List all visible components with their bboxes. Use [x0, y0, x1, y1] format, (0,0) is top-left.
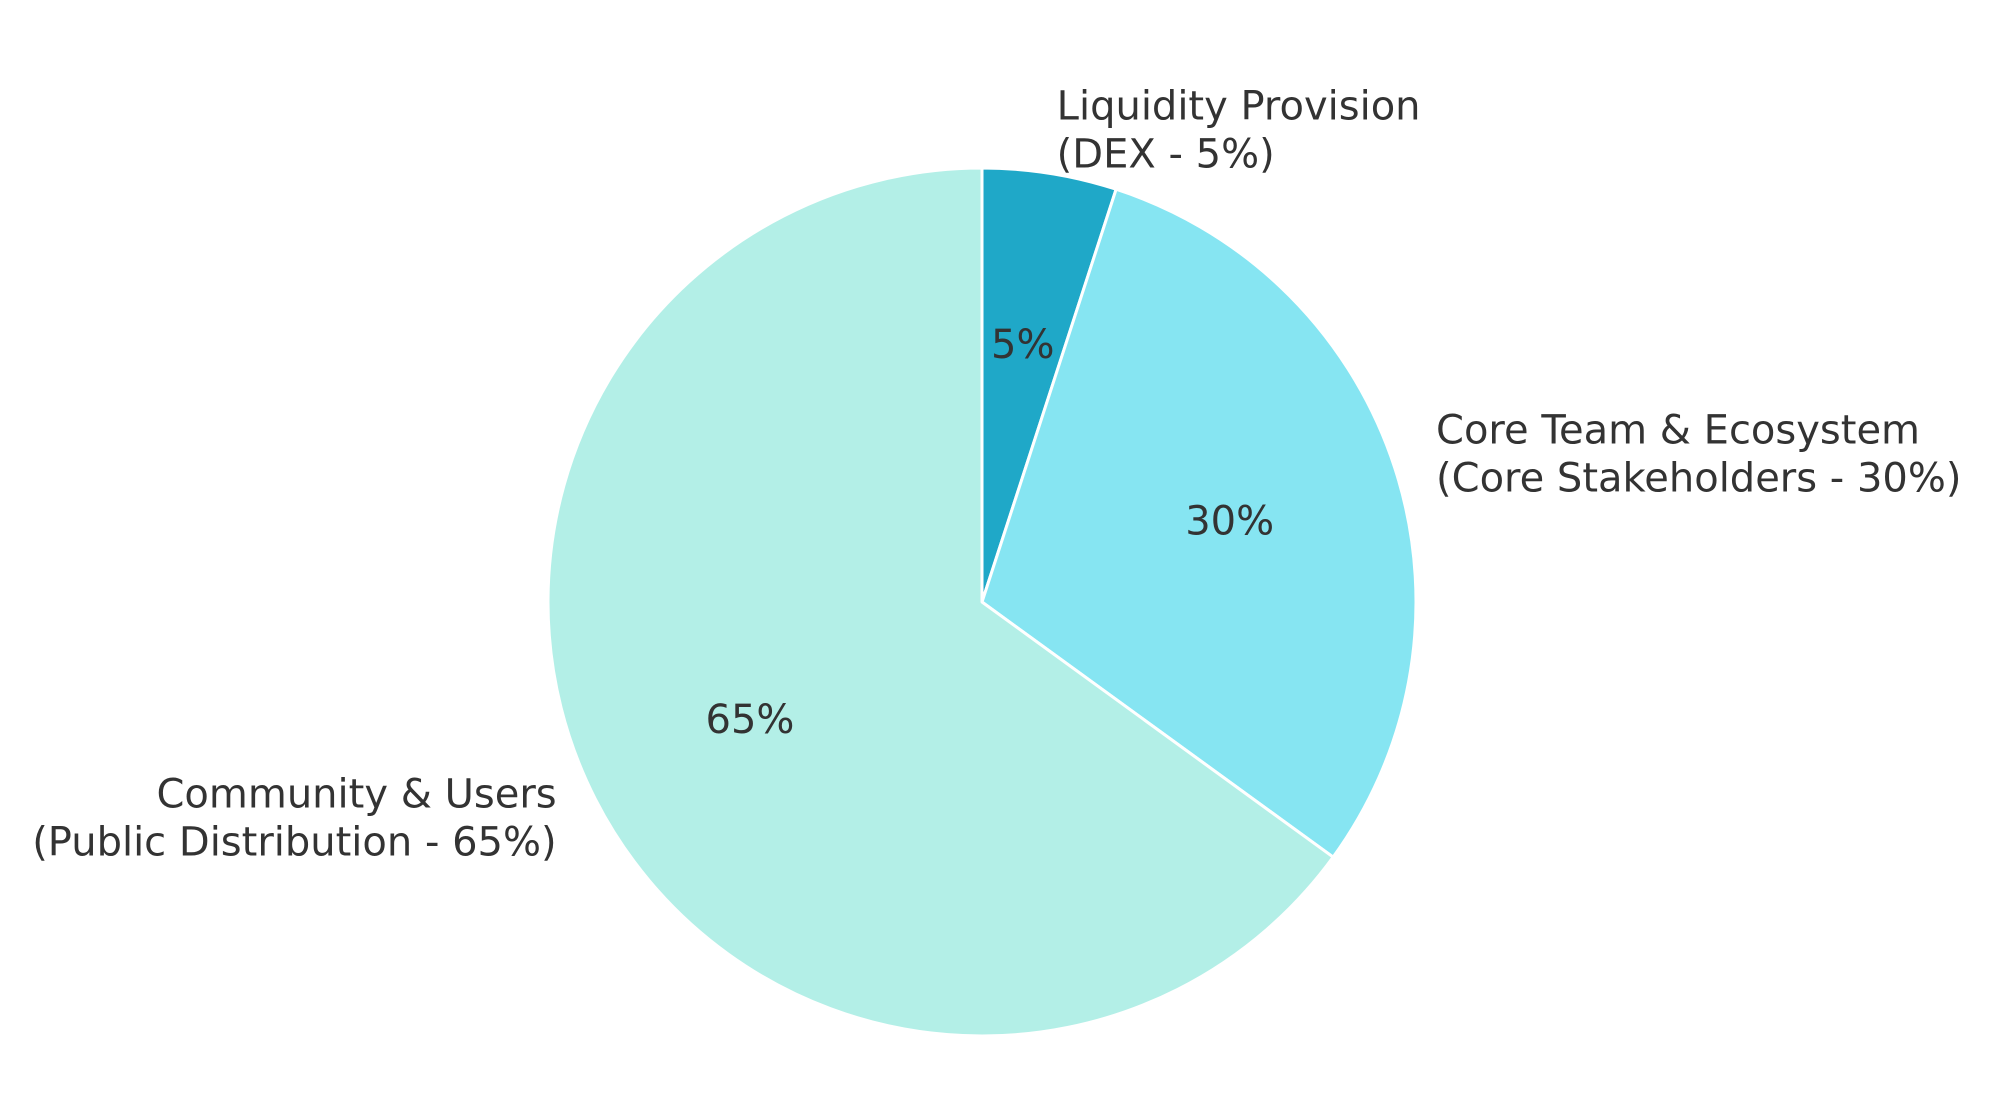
percent-label-0: 5%	[991, 322, 1054, 368]
slice-label-0: Liquidity Provision (DEX - 5%)	[1057, 83, 1421, 177]
slice-label-line2-0: (DEX - 5%)	[1057, 131, 1275, 177]
slice-label-line1-1: Core Team & Ecosystem	[1436, 407, 1920, 453]
slice-label-line1-0: Liquidity Provision	[1057, 83, 1421, 129]
slice-label-line1-2: Community & Users	[156, 772, 556, 818]
percent-labels: 5% 30% 65%	[706, 322, 1275, 743]
percent-label-2: 65%	[706, 697, 795, 743]
percent-label-1: 30%	[1185, 499, 1274, 545]
pie-slice-1	[980, 187, 1418, 859]
slice-label-line2-2: (Public Distribution - 65%)	[32, 820, 556, 866]
slice-label-line2-1: (Core Stakeholders - 30%)	[1436, 455, 1961, 501]
pie-slice-2	[546, 166, 1335, 1038]
slice-label-1: Core Team & Ecosystem (Core Stakeholders …	[1436, 407, 1961, 501]
slice-labels: Liquidity Provision (DEX - 5%) Core Team &…	[32, 83, 1961, 865]
pie-slices	[546, 166, 1418, 1038]
slice-label-2: Community & Users (Public Distribution - …	[32, 772, 556, 866]
